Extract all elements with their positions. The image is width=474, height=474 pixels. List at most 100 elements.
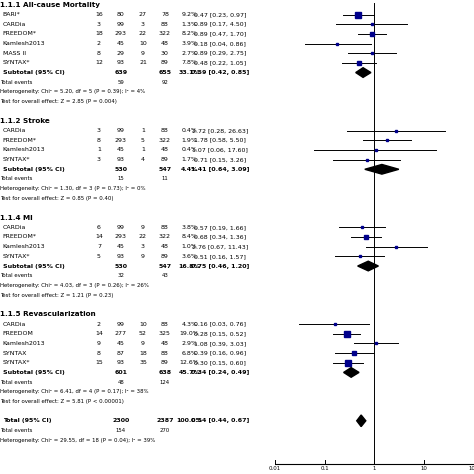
- Text: 3: 3: [141, 244, 145, 249]
- Text: 0.30 [0.15, 0.60]: 0.30 [0.15, 0.60]: [194, 360, 246, 365]
- Text: 15: 15: [95, 360, 103, 365]
- Text: 45: 45: [117, 341, 125, 346]
- Text: 1: 1: [373, 466, 376, 471]
- Text: 0.47 [0.23, 0.97]: 0.47 [0.23, 0.97]: [194, 12, 246, 17]
- Text: 88: 88: [161, 128, 169, 133]
- Text: 3.8%: 3.8%: [182, 225, 198, 230]
- Text: 0.51 [0.16, 1.57]: 0.51 [0.16, 1.57]: [194, 254, 246, 259]
- Text: 45: 45: [117, 41, 125, 46]
- Text: 2.72 [0.28, 26.63]: 2.72 [0.28, 26.63]: [192, 128, 248, 133]
- Text: 8: 8: [97, 51, 101, 56]
- Polygon shape: [357, 415, 366, 427]
- Text: 12: 12: [95, 60, 103, 65]
- Text: 0.89 [0.17, 4.50]: 0.89 [0.17, 4.50]: [194, 22, 246, 27]
- Text: 4: 4: [141, 157, 145, 162]
- Text: 100.0%: 100.0%: [177, 418, 202, 423]
- Text: 18: 18: [139, 351, 147, 356]
- Text: 19.0%: 19.0%: [180, 331, 200, 336]
- Text: 59: 59: [118, 80, 124, 85]
- Text: 2300: 2300: [112, 418, 129, 423]
- Text: 1.1.5 Revascularization: 1.1.5 Revascularization: [0, 311, 96, 318]
- Text: 45: 45: [117, 147, 125, 153]
- Text: Total events: Total events: [0, 273, 32, 278]
- Text: 4.4%: 4.4%: [181, 167, 199, 172]
- Text: 8: 8: [97, 138, 101, 143]
- Text: 9: 9: [141, 51, 145, 56]
- Text: 22: 22: [139, 235, 147, 239]
- Text: 22: 22: [139, 31, 147, 36]
- Text: CARDia: CARDia: [3, 321, 26, 327]
- Text: 16: 16: [95, 12, 103, 17]
- Text: 2: 2: [97, 41, 101, 46]
- Text: 11: 11: [162, 176, 168, 182]
- Text: Kamlesh2013: Kamlesh2013: [3, 244, 46, 249]
- Text: 48: 48: [161, 147, 169, 153]
- Text: SYNTAX*: SYNTAX*: [3, 254, 30, 259]
- Text: 124: 124: [160, 380, 170, 384]
- Text: Total events: Total events: [0, 428, 32, 433]
- Text: 6.8%: 6.8%: [182, 351, 198, 356]
- Text: 601: 601: [114, 370, 128, 375]
- Text: 8.2%: 8.2%: [182, 31, 198, 36]
- Text: Subtotal (95% CI): Subtotal (95% CI): [3, 264, 64, 268]
- Text: 89: 89: [161, 254, 169, 259]
- Text: FREEDOM*: FREEDOM*: [3, 138, 37, 143]
- Text: 1.07 [0.06, 17.60]: 1.07 [0.06, 17.60]: [192, 147, 248, 153]
- Text: SYNTAX: SYNTAX: [3, 351, 27, 356]
- Text: 89: 89: [161, 157, 169, 162]
- Text: 88: 88: [161, 225, 169, 230]
- Text: Total (95% CI): Total (95% CI): [3, 418, 51, 423]
- Text: 0.54 [0.44, 0.67]: 0.54 [0.44, 0.67]: [191, 418, 249, 423]
- Text: 2.76 [0.67, 11.43]: 2.76 [0.67, 11.43]: [192, 244, 248, 249]
- Text: 32: 32: [118, 273, 124, 278]
- Text: 7: 7: [97, 244, 101, 249]
- Text: 0.28 [0.15, 0.52]: 0.28 [0.15, 0.52]: [194, 331, 246, 336]
- Polygon shape: [358, 261, 378, 271]
- Text: 1.41 [0.64, 3.09]: 1.41 [0.64, 3.09]: [191, 167, 249, 172]
- Text: 8.4%: 8.4%: [182, 235, 198, 239]
- Text: 99: 99: [117, 22, 125, 27]
- Text: 88: 88: [161, 22, 169, 27]
- Text: 638: 638: [158, 370, 172, 375]
- Text: Kamlesh2013: Kamlesh2013: [3, 341, 46, 346]
- Text: 45: 45: [117, 244, 125, 249]
- Text: 0.71 [0.15, 3.26]: 0.71 [0.15, 3.26]: [194, 157, 246, 162]
- Text: 0.16 [0.03, 0.76]: 0.16 [0.03, 0.76]: [194, 321, 246, 327]
- Text: CARDia: CARDia: [3, 225, 26, 230]
- Text: 1.78 [0.58, 5.50]: 1.78 [0.58, 5.50]: [194, 138, 246, 143]
- Text: 0.89 [0.29, 2.75]: 0.89 [0.29, 2.75]: [194, 51, 246, 56]
- Text: Heterogeneity: Chi² = 6.41, df = 4 (P = 0.17); I² = 38%: Heterogeneity: Chi² = 6.41, df = 4 (P = …: [0, 389, 148, 394]
- Text: Heterogeneity: Chi² = 1.30, df = 3 (P = 0.73); I² = 0%: Heterogeneity: Chi² = 1.30, df = 3 (P = …: [0, 186, 146, 191]
- Text: 87: 87: [117, 351, 125, 356]
- Text: 277: 277: [115, 331, 127, 336]
- Text: 547: 547: [158, 167, 172, 172]
- Text: Test for overall effect: Z = 1.21 (P = 0.23): Test for overall effect: Z = 1.21 (P = 0…: [0, 292, 113, 298]
- Text: 2.9%: 2.9%: [182, 341, 198, 346]
- Text: FREEDOM*: FREEDOM*: [3, 31, 37, 36]
- Text: Total events: Total events: [0, 176, 32, 182]
- Text: 33.1%: 33.1%: [179, 70, 201, 75]
- Text: 8: 8: [97, 351, 101, 356]
- Text: 1.1.2 Stroke: 1.1.2 Stroke: [0, 118, 50, 124]
- Text: 0.68 [0.34, 1.36]: 0.68 [0.34, 1.36]: [194, 235, 246, 239]
- Text: Test for overall effect: Z = 5.81 (P < 0.00001): Test for overall effect: Z = 5.81 (P < 0…: [0, 399, 124, 404]
- Text: 1: 1: [97, 147, 101, 153]
- Text: 270: 270: [160, 428, 170, 433]
- Text: 88: 88: [161, 321, 169, 327]
- Text: 0.75 [0.46, 1.20]: 0.75 [0.46, 1.20]: [191, 264, 249, 268]
- Text: Heterogeneity: Chi² = 4.03, df = 3 (P = 0.26); I² = 26%: Heterogeneity: Chi² = 4.03, df = 3 (P = …: [0, 283, 149, 288]
- Text: 293: 293: [115, 138, 127, 143]
- Text: 1.7%: 1.7%: [182, 157, 198, 162]
- Text: SYNTAX*: SYNTAX*: [3, 360, 30, 365]
- Text: 3.6%: 3.6%: [182, 254, 198, 259]
- Text: Kamlesh2013: Kamlesh2013: [3, 147, 46, 153]
- Text: 6: 6: [97, 225, 101, 230]
- Text: 3.9%: 3.9%: [182, 41, 198, 46]
- Text: 89: 89: [161, 60, 169, 65]
- Text: 9.2%: 9.2%: [182, 12, 198, 17]
- Text: Heterogeneity: Chi² = 5.20, df = 5 (P = 0.39); I² = 4%: Heterogeneity: Chi² = 5.20, df = 5 (P = …: [0, 90, 145, 94]
- Text: 0.4%: 0.4%: [182, 147, 198, 153]
- Text: 1.0%: 1.0%: [182, 244, 198, 249]
- Text: 0.89 [0.47, 1.70]: 0.89 [0.47, 1.70]: [194, 31, 246, 36]
- Polygon shape: [356, 68, 371, 77]
